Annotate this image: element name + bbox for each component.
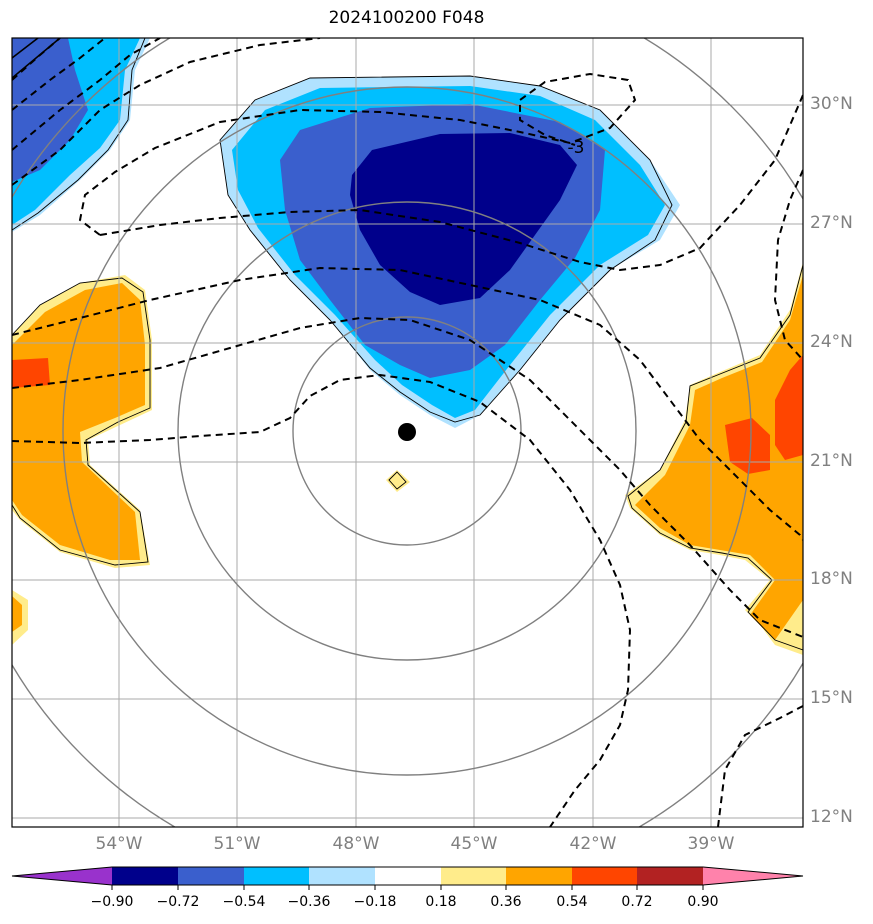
shading-red-east-1 [725, 418, 770, 474]
shading-orange-east [635, 275, 803, 640]
colorbar-tick-label: 0.72 [621, 894, 653, 910]
colorbar-bin-7 [506, 867, 572, 885]
colorbar-tick-label: −0.90 [90, 894, 134, 910]
colorbar-bin-6 [441, 867, 506, 885]
lon-label-48w: 48°W [332, 834, 380, 854]
colorbar [11, 866, 804, 890]
dashed-contours [12, 38, 803, 827]
colorbar-tick-label: 0.36 [490, 894, 522, 910]
colorbar-bin-8 [572, 867, 637, 885]
colorbar-bin-5 [375, 867, 441, 885]
colorbar-bin-2 [178, 867, 244, 885]
colorbar-bin-1 [112, 867, 178, 885]
lat-label-12n: 12°N [810, 807, 853, 827]
colorbar-tick-label: 0.18 [425, 894, 457, 910]
colorbar-bin-4 [309, 867, 375, 885]
colorbar-bin-3 [244, 867, 309, 885]
colorbar-tick-label: −0.18 [353, 894, 397, 910]
shading-orange-west [12, 283, 145, 560]
colorbar-tick-label: 0.90 [687, 894, 719, 910]
shading-mid-blue-nw [12, 38, 88, 182]
lon-label-51w: 51°W [213, 834, 261, 854]
graticule [12, 38, 803, 827]
lat-label-30n: 30°N [810, 94, 853, 114]
colorbar-tick-label: 0.54 [556, 894, 588, 910]
shading-outlines [12, 38, 803, 651]
lon-label-54w: 54°W [95, 834, 143, 854]
storm-center-marker [398, 423, 416, 441]
colorbar-tick-label: −0.54 [222, 894, 266, 910]
shading-layer [12, 38, 803, 655]
shading-orange-sw [12, 596, 22, 632]
colorbar-bin-9 [637, 867, 703, 885]
solid-contours [12, 38, 61, 79]
contour-label: -3 [568, 138, 585, 158]
lat-label-27n: 27°N [810, 213, 853, 233]
plot-title: 2024100200 F048 [328, 8, 485, 28]
lat-label-24n: 24°N [810, 332, 853, 352]
lat-label-18n: 18°N [810, 569, 853, 589]
lon-label-39w: 39°W [687, 834, 735, 854]
shading-red-east-2 [775, 355, 803, 460]
colorbar-extend-high [703, 867, 803, 885]
range-rings [12, 38, 803, 827]
colorbar-tick-label: −0.72 [156, 894, 200, 910]
colorbar-tick-label: −0.36 [287, 894, 331, 910]
colorbar-extend-low [12, 867, 112, 885]
lon-label-42w: 42°W [569, 834, 617, 854]
shading-small-yellow [386, 470, 410, 492]
shading-dark-blue-center [350, 133, 577, 305]
lat-label-21n: 21°N [810, 451, 853, 471]
shading-red-west [12, 358, 50, 388]
lat-label-15n: 15°N [810, 688, 853, 708]
lon-label-45w: 45°W [450, 834, 498, 854]
plot-frame [11, 37, 804, 828]
